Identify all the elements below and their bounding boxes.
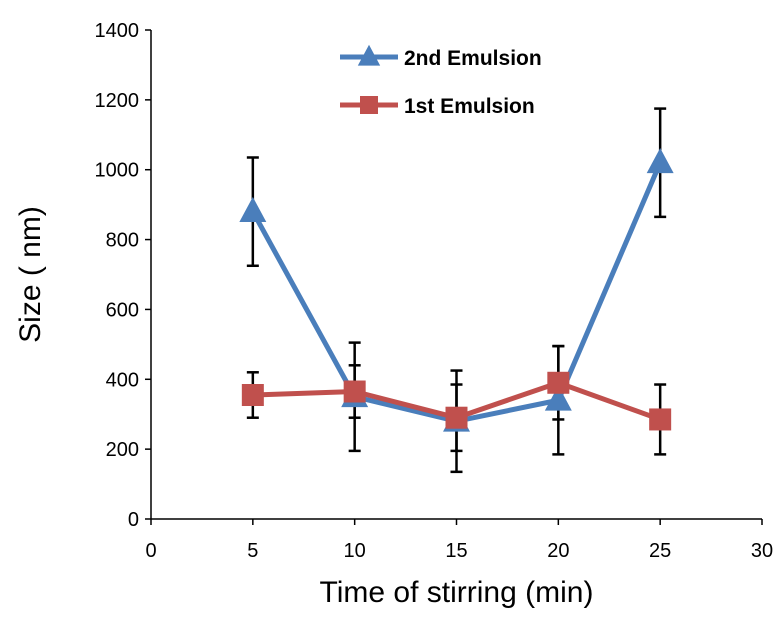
axes: 0 200 400 600 800 1000 1200 1400 0 5 10 15 20 25 30 bbox=[95, 20, 774, 562]
y-tick-label: 1200 bbox=[95, 90, 140, 112]
y-ticks: 0 200 400 600 800 1000 1200 1400 bbox=[95, 20, 151, 531]
legend-marker bbox=[360, 96, 378, 114]
data-point bbox=[649, 408, 672, 431]
y-tick-label: 800 bbox=[106, 230, 139, 252]
data-point bbox=[544, 385, 572, 411]
plot-area bbox=[239, 107, 674, 474]
legend-label: 2nd Emulsion bbox=[404, 47, 542, 70]
x-tick-label: 15 bbox=[445, 540, 467, 562]
legend: 2nd Emulsion 1st Emulsion bbox=[340, 44, 542, 118]
data-point bbox=[445, 406, 468, 429]
y-tick-label: 0 bbox=[128, 509, 139, 531]
data-point bbox=[239, 196, 267, 223]
y-tick-label: 1400 bbox=[95, 20, 140, 42]
legend-label: 1st Emulsion bbox=[404, 95, 535, 118]
data-point bbox=[241, 384, 264, 407]
y-tick-label: 600 bbox=[106, 299, 139, 321]
x-tick-label: 20 bbox=[547, 540, 569, 562]
series-markers-2 bbox=[241, 371, 672, 431]
x-tick-label: 5 bbox=[247, 540, 258, 562]
y-tick-label: 400 bbox=[106, 369, 139, 391]
x-axis-title: Time of stirring (min) bbox=[320, 576, 594, 609]
y-tick-label: 1000 bbox=[95, 160, 140, 182]
legend-marker bbox=[357, 44, 381, 66]
x-tick-label: 0 bbox=[145, 540, 156, 562]
y-axis-title: Size ( nm) bbox=[14, 206, 47, 343]
y-tick-label: 200 bbox=[106, 439, 139, 461]
x-tick-label: 25 bbox=[649, 540, 671, 562]
data-point bbox=[646, 148, 674, 174]
x-tick-label: 10 bbox=[344, 540, 366, 562]
data-point bbox=[343, 380, 366, 403]
data-point bbox=[547, 371, 570, 394]
x-ticks: 0 5 10 15 20 25 30 bbox=[145, 519, 773, 562]
x-tick-label: 30 bbox=[751, 540, 773, 562]
